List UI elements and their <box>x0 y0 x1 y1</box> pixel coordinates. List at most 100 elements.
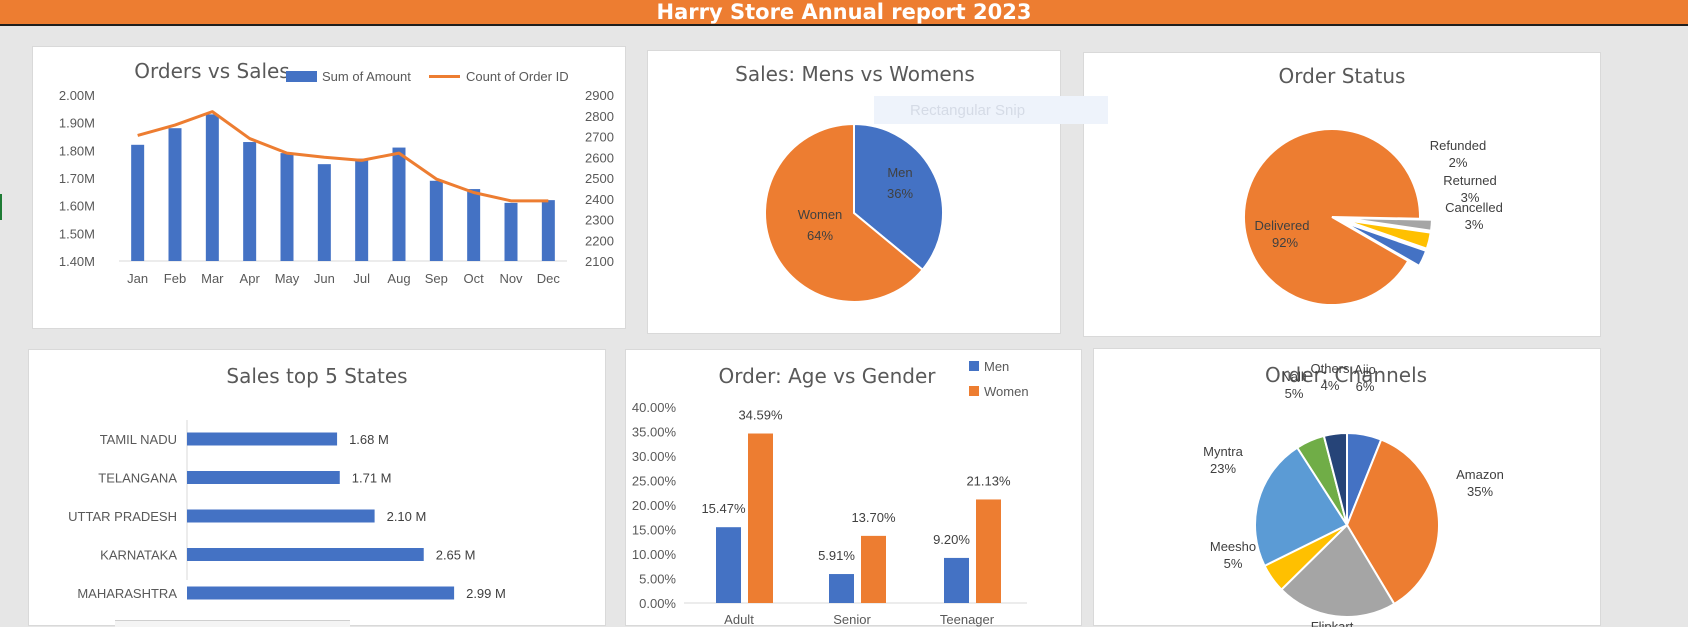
chart-title: Order: Channels <box>1265 363 1427 387</box>
channel-label: Amazon <box>1456 467 1504 482</box>
channel-label: Nalli <box>1281 369 1306 384</box>
legend-label: Women <box>984 384 1029 399</box>
orders-vs-sales-card[interactable]: Orders vs Sales 1.40M 1.50M 1.60M 1.70M 1.80M… <box>32 46 626 329</box>
channel-label: Others <box>1310 361 1350 376</box>
y-axis-tick: 30.00% <box>632 449 677 464</box>
bar-value: 21.13% <box>966 473 1011 488</box>
channel-slice-flipkart <box>1280 523 1396 618</box>
report-title-banner: Harry Store Annual report 2023 <box>0 0 1688 26</box>
state-value: 1.71 M <box>352 471 392 486</box>
status-label: Refunded <box>1430 138 1486 153</box>
left-axis-tick: 2.00M <box>59 88 95 103</box>
status-slice-returned <box>1343 218 1432 250</box>
bar-value: 13.70% <box>851 510 896 525</box>
chart-title: Order Status <box>1279 64 1406 88</box>
state-label: TAMIL NADU <box>100 432 177 447</box>
left-axis-tick: 1.90M <box>59 116 95 131</box>
snip-tooltip: Rectangular Snip <box>874 96 1108 124</box>
right-axis-tick: 2100 <box>585 254 614 269</box>
y-axis-tick: 40.00% <box>632 400 677 415</box>
left-axis-tick: 1.80M <box>59 143 95 158</box>
state-label: KARNATAKA <box>100 548 177 563</box>
right-axis-tick: 2200 <box>585 233 614 248</box>
status-value: 2% <box>1449 155 1468 170</box>
report-title: Harry Store Annual report 2023 <box>656 0 1032 24</box>
age-vs-gender-card[interactable]: Order: Age vs Gender 0.00% 5.00% 10.00% 15.0… <box>625 349 1082 627</box>
channel-value: 5% <box>1224 556 1243 571</box>
y-axis-tick: 10.00% <box>632 547 677 562</box>
channel-label: Ajio <box>1354 362 1376 377</box>
pie-value: 36% <box>887 186 913 201</box>
status-slice-cancelled <box>1342 221 1428 268</box>
sales-mens-womens-chart: Sales: Mens vs Womens Men 36% Women 64% <box>735 62 975 303</box>
left-axis-tick: 1.70M <box>59 171 95 186</box>
amount-bar <box>541 200 555 261</box>
amount-bar <box>504 202 518 261</box>
state-label: MAHARASHTRA <box>77 586 177 601</box>
amount-bar <box>355 158 369 261</box>
amount-bar <box>317 164 331 261</box>
pie-label: Men <box>887 165 912 180</box>
amount-bar <box>131 144 145 261</box>
status-slice-refunded <box>1343 216 1433 232</box>
right-axis-tick: 2800 <box>585 109 614 124</box>
month-tick: Jun <box>314 271 335 286</box>
age-gender-bar <box>748 433 773 603</box>
status-value: 3% <box>1461 190 1480 205</box>
age-gender-bar <box>716 527 741 603</box>
age-gender-bar <box>976 499 1001 603</box>
channel-value: 4% <box>1321 378 1340 393</box>
state-value: 2.10 M <box>387 509 427 524</box>
month-tick: Sep <box>425 271 448 286</box>
left-axis-tick: 1.40M <box>59 254 95 269</box>
state-value: 1.68 M <box>349 432 389 447</box>
month-tick: Apr <box>240 271 261 286</box>
left-axis-tick: 1.60M <box>59 199 95 214</box>
order-status-card[interactable]: Order Status Delivered 92% Refunded 2% Return… <box>1083 52 1601 337</box>
right-axis-tick: 2300 <box>585 213 614 228</box>
state-bar <box>187 432 338 446</box>
pie-label: Women <box>798 207 843 222</box>
channel-value: 35% <box>1467 484 1493 499</box>
state-value: 2.99 M <box>466 586 506 601</box>
amount-bar <box>392 147 406 261</box>
category-tick: Adult <box>724 612 754 627</box>
status-label: Returned <box>1443 173 1496 188</box>
right-axis-tick: 2400 <box>585 192 614 207</box>
channel-label: Myntra <box>1203 444 1244 459</box>
month-tick: Feb <box>164 271 186 286</box>
amount-bar <box>280 153 294 261</box>
month-tick: Jan <box>127 271 148 286</box>
sales-mens-womens-card[interactable]: Sales: Mens vs Womens Men 36% Women 64% <box>647 50 1061 334</box>
pie-value: 64% <box>807 228 833 243</box>
gender-slice-men <box>853 122 944 272</box>
channel-slice-myntra <box>1254 446 1349 568</box>
right-axis-tick: 2500 <box>585 171 614 186</box>
sales-top-states-chart: Sales top 5 States TAMIL NADU 1.68 M TELANG… <box>68 364 506 601</box>
sales-top-states-card[interactable]: Sales top 5 States TAMIL NADU 1.68 M TELANG… <box>28 349 606 626</box>
age-vs-gender-chart: Order: Age vs Gender 0.00% 5.00% 10.00% 15.0… <box>632 359 1029 627</box>
bar-value: 34.59% <box>738 408 783 423</box>
chart-title: Orders vs Sales <box>134 59 289 83</box>
order-channels-card[interactable]: Order: Channels Ajio 6% Amazon 35% Flipkart Me… <box>1093 348 1601 627</box>
left-axis-tick: 1.50M <box>59 226 95 241</box>
age-gender-bar <box>861 535 886 603</box>
amount-bar <box>243 142 257 261</box>
chart-title: Sales: Mens vs Womens <box>735 62 975 86</box>
y-axis-tick: 5.00% <box>639 572 676 587</box>
state-label: TELANGANA <box>98 471 177 486</box>
state-label: UTTAR PRADESH <box>68 509 177 524</box>
age-gender-bar <box>829 574 854 603</box>
legend-label-count: Count of Order ID <box>466 69 569 84</box>
status-label: Delivered <box>1255 218 1310 233</box>
channel-value: 6% <box>1356 379 1375 394</box>
bar-value: 5.91% <box>818 548 855 563</box>
sheet-scrollbar[interactable] <box>115 620 350 627</box>
order-status-chart: Order Status Delivered 92% Refunded 2% Return… <box>1243 64 1503 306</box>
legend-swatch <box>969 386 979 396</box>
amount-bar <box>467 189 481 261</box>
status-value: 92% <box>1272 235 1298 250</box>
status-slice-delivered <box>1243 128 1421 306</box>
month-tick: Dec <box>537 271 561 286</box>
channel-label: Meesho <box>1210 539 1256 554</box>
